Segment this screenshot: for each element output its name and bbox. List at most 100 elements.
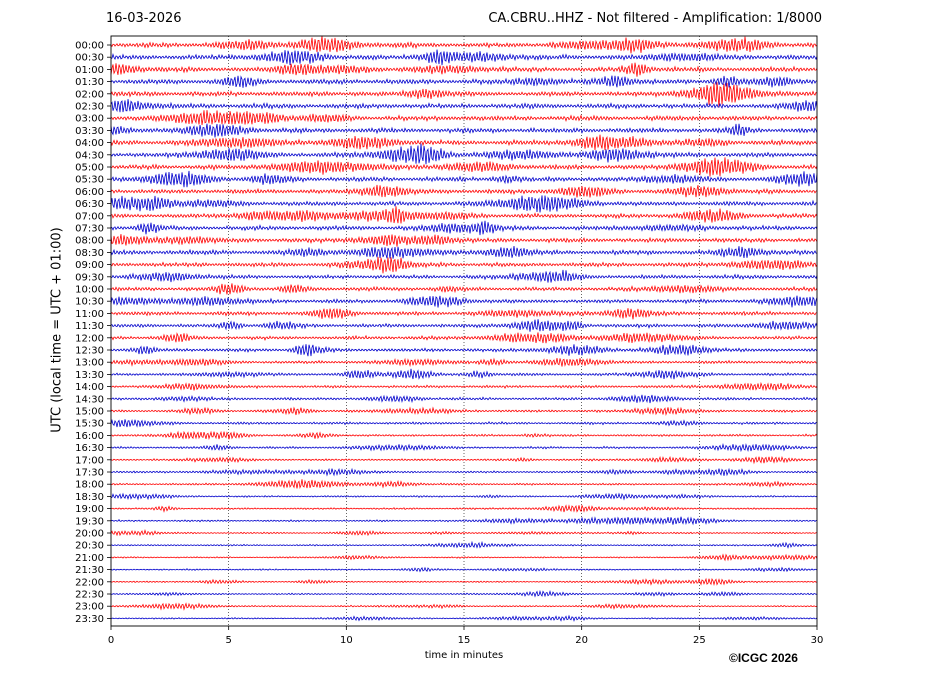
trace-0000: [110, 35, 818, 54]
y-tick-label-0500: 05:00: [75, 163, 104, 174]
trace-2100: [110, 553, 818, 562]
trace-1300: [110, 357, 818, 368]
trace-layer: [110, 35, 818, 622]
trace-1600: [110, 430, 818, 440]
trace-1800: [110, 479, 818, 489]
x-tick-label-25: 25: [693, 635, 706, 646]
trace-1330: [110, 368, 818, 380]
y-tick-label-1300: 13:00: [75, 358, 104, 369]
trace-0900: [110, 256, 818, 274]
y-tick-label-0530: 05:30: [75, 175, 104, 186]
trace-0600: [110, 184, 818, 198]
trace-2000: [110, 528, 818, 537]
y-tick-label-2100: 21:00: [75, 553, 104, 564]
trace-1730: [110, 467, 818, 477]
y-tick-label-1600: 16:00: [75, 431, 104, 442]
y-tick-label-0800: 08:00: [75, 236, 104, 247]
trace-1200: [110, 332, 818, 344]
trace-0030: [110, 49, 818, 66]
y-tick-label-1100: 11:00: [75, 309, 104, 320]
trace-1400: [110, 381, 818, 392]
y-tick-label-1030: 10:30: [75, 297, 104, 308]
trace-2130: [110, 566, 818, 573]
trace-0630: [110, 195, 818, 213]
x-tick-label-0: 0: [108, 635, 114, 646]
y-tick-label-0900: 09:00: [75, 260, 104, 271]
y-tick-label-2230: 22:30: [75, 590, 104, 601]
x-tick-label-30: 30: [811, 635, 824, 646]
y-tick-label-0100: 01:00: [75, 65, 104, 76]
y-tick-label-2200: 22:00: [75, 577, 104, 588]
y-tick-label-2000: 20:00: [75, 529, 104, 540]
y-tick-label-1330: 13:30: [75, 370, 104, 381]
y-tick-label-0130: 01:30: [75, 77, 104, 88]
trace-1100: [110, 308, 818, 320]
trace-2200: [110, 577, 818, 587]
y-tick-label-1400: 14:00: [75, 382, 104, 393]
y-tick-label-0600: 06:00: [75, 187, 104, 198]
y-tick-label-0000: 00:00: [75, 41, 104, 52]
x-tick-label-10: 10: [340, 635, 353, 646]
y-tick-label-1900: 19:00: [75, 504, 104, 515]
y-tick-label-0230: 02:30: [75, 102, 104, 113]
trace-1630: [110, 442, 818, 453]
trace-2230: [110, 589, 818, 598]
y-tick-label-2030: 20:30: [75, 541, 104, 552]
x-tick-label-15: 15: [458, 635, 471, 646]
trace-1530: [110, 418, 818, 428]
trace-0300: [110, 110, 818, 126]
y-tick-label-0930: 09:30: [75, 272, 104, 283]
trace-0230: [110, 99, 818, 113]
y-tick-label-0030: 00:30: [75, 53, 104, 64]
y-tick-label-1800: 18:00: [75, 480, 104, 491]
y-tick-label-0200: 02:00: [75, 89, 104, 100]
y-tick-label-1430: 14:30: [75, 394, 104, 405]
trace-1900: [110, 504, 818, 513]
trace-1000: [110, 283, 818, 295]
y-tick-label-1130: 11:30: [75, 321, 104, 332]
x-axis-label: time in minutes: [424, 650, 504, 661]
trace-1700: [110, 455, 818, 465]
grid-lines: [228, 36, 700, 626]
x-tick-label-5: 5: [225, 635, 231, 646]
y-tick-label-0430: 04:30: [75, 150, 104, 161]
trace-2030: [110, 540, 818, 549]
y-tick-label-1730: 17:30: [75, 468, 104, 479]
trace-1930: [110, 516, 818, 526]
trace-0200: [110, 82, 818, 108]
trace-2330: [110, 614, 818, 622]
trace-1130: [110, 319, 818, 332]
chart-title: CA.CBRU..HHZ - Not filtered - Amplificat…: [488, 11, 822, 26]
trace-1830: [110, 492, 818, 501]
y-tick-label-1830: 18:30: [75, 492, 104, 503]
trace-1230: [110, 344, 818, 357]
copyright-label: ©ICGC 2026: [729, 651, 798, 665]
trace-0430: [110, 143, 818, 165]
trace-1430: [110, 394, 818, 404]
y-tick-label-1230: 12:30: [75, 346, 104, 357]
trace-0400: [110, 134, 818, 151]
y-tick-label-1200: 12:00: [75, 333, 104, 344]
trace-1500: [110, 406, 818, 416]
y-tick-label-2300: 23:00: [75, 602, 104, 613]
trace-0330: [110, 123, 818, 138]
y-tick-label-1700: 17:00: [75, 455, 104, 466]
trace-0130: [110, 75, 818, 88]
y-tick-label-0730: 07:30: [75, 224, 104, 235]
y-tick-label-1930: 19:30: [75, 516, 104, 527]
y-tick-label-1000: 10:00: [75, 285, 104, 296]
x-tick-label-20: 20: [575, 635, 588, 646]
trace-2300: [110, 602, 818, 611]
date-label: 16-03-2026: [106, 11, 182, 26]
trace-0700: [110, 206, 818, 224]
trace-1030: [110, 295, 818, 308]
trace-0530: [110, 170, 818, 188]
y-tick-label-0630: 06:30: [75, 199, 104, 210]
y-tick-label-2330: 23:30: [75, 614, 104, 625]
trace-0930: [110, 269, 818, 283]
trace-0730: [110, 220, 818, 236]
y-tick-label-0300: 03:00: [75, 114, 104, 125]
trace-0800: [110, 234, 818, 247]
